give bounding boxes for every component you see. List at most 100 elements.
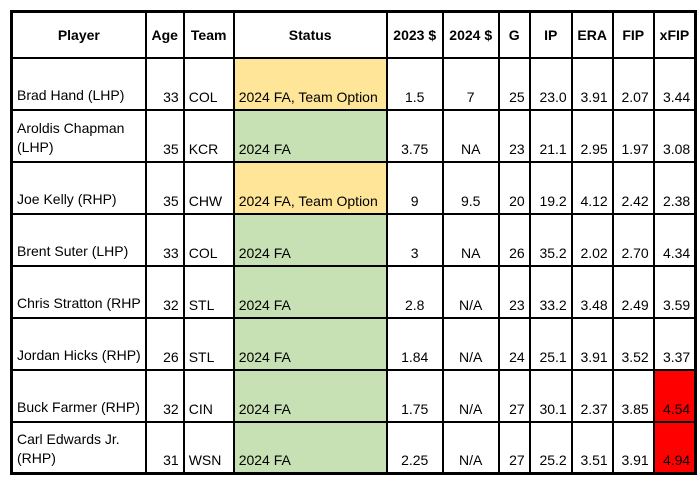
cell-era[interactable]: 3.48: [570, 264, 614, 319]
cell-era[interactable]: 4.12: [570, 160, 614, 215]
header-cell-m2023[interactable]: 2023 $: [385, 10, 444, 59]
cell-m2024[interactable]: 9.5: [441, 160, 500, 215]
cell-status[interactable]: 2024 FA: [232, 108, 388, 163]
cell-player[interactable]: Chris Stratton (RHP: [10, 264, 147, 319]
cell-age[interactable]: 35: [144, 160, 185, 215]
cell-status[interactable]: 2024 FA, Team Option: [232, 56, 388, 111]
cell-player[interactable]: Buck Farmer (RHP): [10, 368, 147, 423]
cell-g[interactable]: 23: [497, 108, 531, 163]
cell-fip[interactable]: 1.97: [611, 108, 655, 163]
cell-era[interactable]: 3.51: [570, 420, 614, 475]
cell-ip[interactable]: 25.2: [528, 420, 573, 475]
cell-g[interactable]: 20: [497, 160, 531, 215]
cell-era[interactable]: 3.91: [570, 316, 614, 371]
cell-age[interactable]: 33: [144, 212, 185, 267]
cell-m2023[interactable]: 3.75: [385, 108, 444, 163]
header-cell-status[interactable]: Status: [232, 10, 388, 59]
cell-ip[interactable]: 21.1: [528, 108, 573, 163]
cell-xfip[interactable]: 3.08: [652, 108, 697, 163]
cell-era[interactable]: 3.91: [570, 56, 614, 111]
cell-status[interactable]: 2024 FA: [232, 316, 388, 371]
cell-team[interactable]: CIN: [182, 368, 235, 423]
cell-era[interactable]: 2.02: [570, 212, 614, 267]
cell-team[interactable]: COL: [182, 56, 235, 111]
cell-age[interactable]: 31: [144, 420, 185, 475]
cell-player[interactable]: Joe Kelly (RHP): [10, 160, 147, 215]
cell-age[interactable]: 33: [144, 56, 185, 111]
cell-fip[interactable]: 2.42: [611, 160, 655, 215]
cell-m2024[interactable]: NA: [441, 212, 500, 267]
header-cell-xfip[interactable]: xFIP: [652, 10, 697, 59]
cell-ip[interactable]: 33.2: [528, 264, 573, 319]
header-cell-g[interactable]: G: [497, 10, 531, 59]
cell-team[interactable]: STL: [182, 264, 235, 319]
cell-fip[interactable]: 2.07: [611, 56, 655, 111]
cell-player[interactable]: Jordan Hicks (RHP): [10, 316, 147, 371]
cell-xfip[interactable]: 4.94: [652, 420, 697, 475]
header-cell-ip[interactable]: IP: [528, 10, 573, 59]
cell-m2024[interactable]: 7: [441, 56, 500, 111]
cell-status[interactable]: 2024 FA: [232, 212, 388, 267]
cell-team[interactable]: CHW: [182, 160, 235, 215]
cell-team[interactable]: COL: [182, 212, 235, 267]
cell-fip[interactable]: 3.85: [611, 368, 655, 423]
cell-m2024[interactable]: N/A: [441, 368, 500, 423]
cell-team[interactable]: STL: [182, 316, 235, 371]
cell-xfip[interactable]: 4.34: [652, 212, 697, 267]
cell-m2023[interactable]: 2.8: [385, 264, 444, 319]
cell-ip[interactable]: 23.0: [528, 56, 573, 111]
cell-status[interactable]: 2024 FA: [232, 420, 388, 475]
cell-status[interactable]: 2024 FA: [232, 264, 388, 319]
cell-age[interactable]: 32: [144, 368, 185, 423]
cell-xfip[interactable]: 3.37: [652, 316, 697, 371]
header-cell-m2024[interactable]: 2024 $: [441, 10, 500, 59]
cell-m2024[interactable]: NA: [441, 108, 500, 163]
cell-fip[interactable]: 2.70: [611, 212, 655, 267]
cell-g[interactable]: 27: [497, 368, 531, 423]
cell-age[interactable]: 35: [144, 108, 185, 163]
cell-team[interactable]: WSN: [182, 420, 235, 475]
cell-m2023[interactable]: 1.5: [385, 56, 444, 111]
cell-m2023[interactable]: 1.75: [385, 368, 444, 423]
cell-age[interactable]: 26: [144, 316, 185, 371]
cell-m2023[interactable]: 1.84: [385, 316, 444, 371]
cell-status[interactable]: 2024 FA: [232, 368, 388, 423]
cell-age[interactable]: 32: [144, 264, 185, 319]
cell-team[interactable]: KCR: [182, 108, 235, 163]
cell-fip[interactable]: 3.91: [611, 420, 655, 475]
cell-g[interactable]: 27: [497, 420, 531, 475]
header-cell-player[interactable]: Player: [10, 10, 147, 59]
cell-m2023[interactable]: 2.25: [385, 420, 444, 475]
cell-player[interactable]: Aroldis Chapman (LHP): [10, 108, 147, 163]
cell-ip[interactable]: 35.2: [528, 212, 573, 267]
cell-era[interactable]: 2.37: [570, 368, 614, 423]
cell-fip[interactable]: 3.52: [611, 316, 655, 371]
cell-g[interactable]: 24: [497, 316, 531, 371]
cell-ip[interactable]: 25.1: [528, 316, 573, 371]
cell-m2024[interactable]: N/A: [441, 264, 500, 319]
cell-xfip[interactable]: 3.44: [652, 56, 697, 111]
header-cell-team[interactable]: Team: [182, 10, 235, 59]
cell-player[interactable]: Carl Edwards Jr. (RHP): [10, 420, 147, 475]
cell-player[interactable]: Brent Suter (LHP): [10, 212, 147, 267]
cell-m2023[interactable]: 9: [385, 160, 444, 215]
header-cell-fip[interactable]: FIP: [611, 10, 655, 59]
cell-g[interactable]: 23: [497, 264, 531, 319]
cell-xfip[interactable]: 4.54: [652, 368, 697, 423]
cell-era[interactable]: 2.95: [570, 108, 614, 163]
cell-m2024[interactable]: N/A: [441, 316, 500, 371]
cell-xfip[interactable]: 3.59: [652, 264, 697, 319]
cell-ip[interactable]: 19.2: [528, 160, 573, 215]
table-row: Jordan Hicks (RHP) 26 STL 2024 FA 1.84 N/A 24 2…: [10, 316, 697, 371]
cell-g[interactable]: 25: [497, 56, 531, 111]
header-cell-era[interactable]: ERA: [570, 10, 614, 59]
cell-ip[interactable]: 30.1: [528, 368, 573, 423]
cell-m2024[interactable]: N/A: [441, 420, 500, 475]
header-cell-age[interactable]: Age: [144, 10, 185, 59]
cell-status[interactable]: 2024 FA, Team Option: [232, 160, 388, 215]
cell-m2023[interactable]: 3: [385, 212, 444, 267]
cell-xfip[interactable]: 2.38: [652, 160, 697, 215]
cell-fip[interactable]: 2.49: [611, 264, 655, 319]
cell-g[interactable]: 26: [497, 212, 531, 267]
cell-player[interactable]: Brad Hand (LHP): [10, 56, 147, 111]
